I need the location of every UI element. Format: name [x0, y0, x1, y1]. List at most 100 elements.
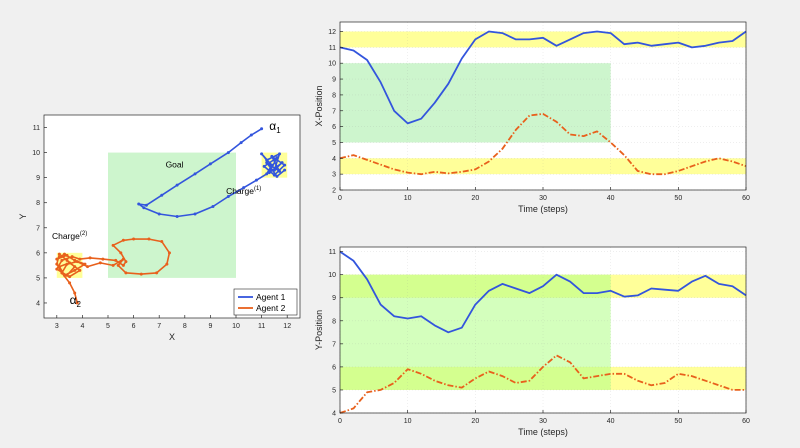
trajectory-point-agent-2 [60, 271, 64, 275]
trajectory-point-agent-1 [283, 168, 287, 172]
trajectory-point-agent-1 [260, 127, 264, 131]
goal-region-label: Goal [166, 160, 184, 170]
y-position-line-agent-2 [339, 354, 746, 414]
trajectory-xtick-label: 11 [258, 323, 265, 330]
y-position-ylabel: Y-Position [314, 310, 324, 350]
y-position-chart: 0 10 20 30 40 50 60 4 5 6 7 8 9 10 11 Time (steps) Y-Pos… [314, 246, 750, 437]
trajectory-point-agent-2 [55, 262, 59, 266]
alpha-1-sub: 1 [276, 126, 281, 135]
trajectory-point-agent-2 [119, 251, 123, 255]
x-position-ytick-label: 8 [332, 92, 336, 99]
trajectory-point-agent-1 [144, 203, 148, 207]
x-position-ytick-label: 7 [332, 108, 336, 115]
trajectory-point-agent-1 [267, 171, 271, 175]
y-position-xlabel: Time (steps) [518, 427, 568, 437]
trajectory-point-agent-2 [55, 267, 59, 271]
x-position-ylabel: X-Position [314, 85, 324, 126]
trajectory-point-agent-2 [114, 258, 118, 262]
trajectory-xtick-label: 6 [132, 323, 136, 330]
trajectory-point-agent-1 [193, 212, 197, 216]
y-position-ytick-label: 5 [332, 387, 336, 394]
y-position-xtick-label: 10 [404, 418, 412, 425]
x-position-xtick-label: 0 [338, 195, 342, 202]
x-position-region-band-1 [340, 158, 746, 175]
trajectory-point-agent-2 [57, 252, 61, 256]
trajectory-point-agent-2 [155, 271, 159, 275]
trajectory-point-agent-2 [78, 257, 82, 261]
trajectory-point-agent-2 [121, 238, 125, 242]
trajectory-point-agent-2 [167, 251, 171, 255]
trajectory-point-agent-1 [137, 202, 141, 206]
trajectory-point-agent-2 [86, 265, 90, 269]
trajectory-point-agent-1 [160, 193, 164, 197]
trajectory-point-agent-2 [78, 268, 82, 272]
y-position-ytick-label: 11 [329, 249, 336, 256]
trajectory-ytick-label: 9 [36, 175, 40, 182]
trajectory-point-agent-2 [60, 258, 64, 262]
trajectory-xtick-label: 3 [55, 323, 59, 330]
y-position-xtick-label: 60 [742, 418, 750, 425]
legend-label-agent-1: Agent 1 [256, 292, 286, 302]
trajectory-point-agent-2 [70, 255, 74, 259]
trajectory-point-agent-2 [111, 263, 115, 267]
x-position-xtick-label: 40 [607, 195, 615, 202]
trajectory-xlabel: X [169, 332, 175, 342]
trajectory-point-agent-1 [275, 174, 279, 178]
y-position-ytick-label: 10 [328, 272, 336, 279]
trajectory-point-agent-1 [275, 156, 279, 160]
trajectory-point-agent-2 [116, 263, 120, 267]
trajectory-ytick-label: 5 [36, 275, 40, 282]
trajectory-point-agent-2 [124, 271, 128, 275]
trajectory-ytick-label: 10 [32, 150, 40, 157]
x-position-ytick-label: 3 [332, 172, 336, 179]
x-position-ytick-label: 6 [332, 124, 336, 131]
x-position-xtick-label: 10 [404, 195, 412, 202]
trajectory-point-agent-2 [132, 237, 136, 241]
trajectory-point-agent-2 [88, 256, 92, 260]
trajectory-point-agent-2 [65, 253, 69, 257]
y-position-ytick-label: 8 [332, 318, 336, 325]
x-position-ytick-label: 10 [328, 61, 336, 68]
trajectory-xtick-label: 8 [183, 323, 187, 330]
trajectory-point-agent-2 [75, 260, 79, 264]
charge-2-label: Charge(2) [52, 231, 87, 241]
x-position-xlabel: Time (steps) [518, 204, 568, 214]
trajectory-point-agent-2 [75, 301, 79, 305]
trajectory-point-agent-2 [121, 263, 125, 267]
y-position-xtick-label: 30 [539, 418, 547, 425]
trajectory-point-agent-1 [265, 158, 269, 162]
trajectory-point-agent-1 [193, 172, 197, 176]
y-position-xtick-label: 0 [338, 418, 342, 425]
trajectory-point-agent-1 [239, 141, 243, 145]
y-position-ytick-label: 4 [332, 411, 336, 418]
y-position-ytick-label: 9 [332, 295, 336, 302]
x-position-ytick-label: 12 [328, 29, 336, 36]
trajectory-point-agent-2 [68, 261, 72, 265]
trajectory-point-agent-1 [270, 163, 274, 167]
trajectory-point-agent-2 [73, 291, 77, 295]
trajectory-ytick-label: 6 [36, 250, 40, 257]
x-position-xtick-label: 60 [742, 195, 750, 202]
trajectory-axes-box [43, 114, 301, 319]
trajectory-point-agent-2 [160, 240, 164, 244]
trajectory-xtick-label: 4 [80, 323, 84, 330]
x-position-ytick-label: 4 [332, 156, 336, 163]
trajectory-point-agent-2 [124, 260, 128, 264]
trajectory-point-agent-2 [62, 273, 66, 277]
charge-1-label: Charge(1) [226, 186, 261, 196]
trajectory-ytick-label: 4 [36, 300, 40, 307]
trajectory-point-agent-1 [175, 183, 179, 187]
trajectory-point-agent-1 [265, 172, 269, 176]
x-position-xtick-label: 50 [674, 195, 682, 202]
x-position-line-agent-2 [339, 113, 747, 176]
trajectory-point-agent-1 [265, 161, 269, 165]
trajectory-point-agent-2 [147, 237, 151, 241]
legend-label-agent-2: Agent 2 [256, 303, 286, 313]
y-position-region-band-2 [340, 274, 611, 390]
trajectory-point-agent-1 [226, 194, 230, 198]
trajectory-point-agent-2 [121, 257, 125, 261]
x-position-ytick-label: 9 [332, 77, 336, 84]
trajectory-ylabel: Y [18, 213, 28, 219]
